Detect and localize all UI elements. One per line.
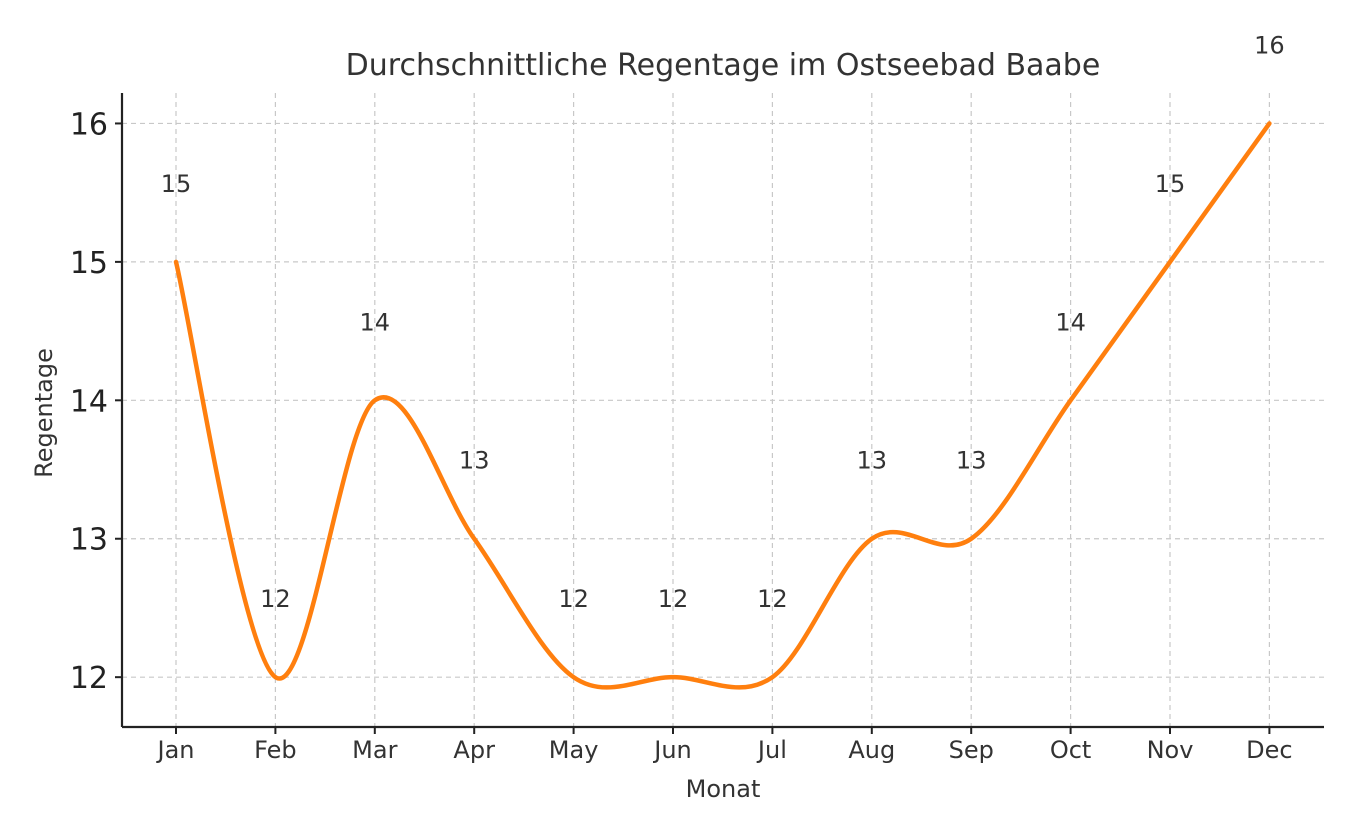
- x-tick-label: Aug: [848, 736, 895, 764]
- y-tick-label: 12: [70, 661, 108, 696]
- y-tick-label: 15: [70, 246, 108, 281]
- data-label: 12: [658, 585, 689, 613]
- x-tick-label: Nov: [1147, 736, 1194, 764]
- grid: [122, 93, 1324, 727]
- data-label: 13: [459, 447, 490, 475]
- data-label: 12: [260, 585, 291, 613]
- axes: [115, 93, 1324, 734]
- data-label: 14: [360, 308, 391, 336]
- x-tick-label: Sep: [949, 736, 994, 764]
- x-axis-label: Monat: [686, 775, 761, 803]
- x-tick-label: Feb: [254, 736, 297, 764]
- y-axis-label: Regentage: [30, 348, 58, 478]
- chart-title: Durchschnittliche Regentage im Ostseebad…: [346, 48, 1101, 83]
- x-tick-label: Jul: [756, 736, 787, 764]
- data-label: 13: [857, 447, 888, 475]
- x-tick-label: Jun: [652, 736, 692, 764]
- x-tick-label: Jan: [156, 736, 195, 764]
- tick-labels: Jan Feb Mar Apr May Jun Jul Aug Sep Oct Nov Dec 12 13…: [70, 107, 1293, 764]
- y-tick-label: 14: [70, 384, 108, 419]
- x-tick-label: Dec: [1246, 736, 1292, 764]
- data-label: 15: [161, 170, 192, 198]
- data-label: 12: [757, 585, 788, 613]
- data-label: 13: [956, 447, 987, 475]
- y-tick-label: 13: [70, 523, 108, 558]
- x-tick-label: Apr: [453, 736, 495, 764]
- y-tick-label: 16: [70, 107, 108, 142]
- data-labels: 15 12 14 13 12 12 12 13 13 14 15 16: [161, 31, 1285, 613]
- x-tick-label: May: [549, 736, 599, 764]
- data-label: 14: [1055, 308, 1086, 336]
- data-label: 15: [1155, 170, 1186, 198]
- series-layer: [173, 121, 1272, 690]
- series-line: [173, 121, 1272, 690]
- x-tick-label: Oct: [1050, 736, 1092, 764]
- x-tick-label: Mar: [352, 736, 397, 764]
- data-label: 12: [558, 585, 589, 613]
- data-label: 16: [1254, 31, 1285, 59]
